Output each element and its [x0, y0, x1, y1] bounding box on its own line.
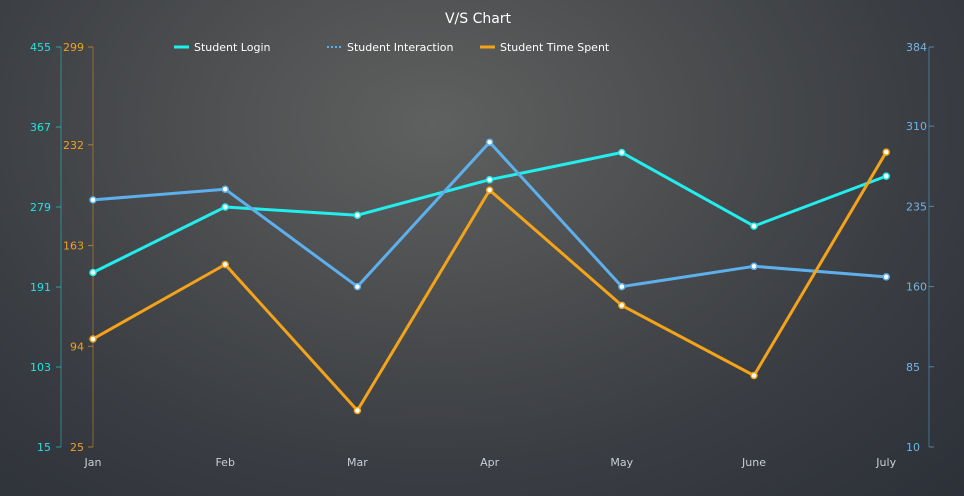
- legend-item[interactable]: Student Login: [174, 41, 271, 54]
- left-outer-tick-label: 15: [37, 441, 51, 454]
- right-tick-label: 235: [906, 200, 927, 213]
- axes: 15 103 191 279 367 455 25 94 163 232 299 10 85 160 235…: [30, 41, 934, 454]
- right-tick-label: 310: [906, 120, 927, 133]
- x-tick-label: Apr: [480, 456, 500, 469]
- data-point[interactable]: [882, 148, 890, 156]
- legend-item[interactable]: Student Interaction: [327, 41, 454, 54]
- data-point[interactable]: [485, 186, 494, 194]
- data-point[interactable]: [353, 406, 362, 415]
- x-tick-label: Jan: [84, 456, 102, 469]
- right-tick-label: 160: [906, 281, 927, 294]
- left-outer-tick-label: 103: [30, 361, 51, 374]
- left-inner-tick-label: 94: [70, 340, 84, 353]
- left-inner-tick-label: 163: [63, 240, 84, 253]
- left-outer-tick-label: 367: [30, 121, 51, 134]
- data-point[interactable]: [221, 185, 229, 193]
- legend-label: Student Time Spent: [500, 41, 610, 54]
- data-point[interactable]: [89, 268, 97, 277]
- data-point[interactable]: [882, 273, 890, 281]
- x-tick-label: May: [610, 456, 633, 469]
- x-tick-label: Feb: [215, 456, 234, 469]
- x-axis: Jan Feb Mar Apr May June July: [84, 456, 897, 469]
- x-tick-label: Mar: [347, 456, 368, 469]
- data-point[interactable]: [750, 262, 758, 271]
- series-line-student-login: [91, 151, 888, 274]
- data-point[interactable]: [221, 260, 229, 269]
- data-point[interactable]: [485, 175, 494, 184]
- left-outer-tick-label: 191: [30, 281, 51, 294]
- data-point[interactable]: [353, 211, 362, 219]
- data-point[interactable]: [618, 282, 626, 291]
- legend-label: Student Login: [194, 41, 271, 54]
- left-inner-tick-label: 299: [63, 41, 84, 54]
- left-inner-tick-label: 25: [70, 441, 84, 454]
- left-outer-tick-label: 279: [30, 201, 51, 214]
- x-tick-label: June: [741, 456, 766, 469]
- data-point[interactable]: [618, 148, 626, 157]
- data-point[interactable]: [882, 172, 890, 180]
- left-inner-tick-label: 232: [63, 139, 84, 152]
- left-outer-tick-label: 455: [30, 41, 51, 54]
- data-point[interactable]: [618, 301, 626, 310]
- data-point[interactable]: [221, 203, 229, 211]
- right-tick-label: 384: [906, 41, 927, 54]
- chart-title: V/S Chart: [445, 11, 512, 27]
- right-tick-label: 10: [906, 441, 920, 454]
- plot-area: [89, 138, 890, 415]
- data-point[interactable]: [353, 282, 362, 291]
- legend[interactable]: Student Login Student Interaction Student …: [174, 41, 610, 54]
- data-point[interactable]: [89, 335, 97, 343]
- data-point[interactable]: [750, 371, 758, 380]
- legend-label: Student Interaction: [347, 41, 454, 54]
- data-point[interactable]: [89, 196, 97, 204]
- data-point[interactable]: [750, 222, 758, 230]
- data-point[interactable]: [485, 138, 494, 146]
- x-tick-label: July: [875, 456, 896, 469]
- legend-item[interactable]: Student Time Spent: [480, 41, 610, 54]
- right-tick-label: 85: [906, 361, 920, 374]
